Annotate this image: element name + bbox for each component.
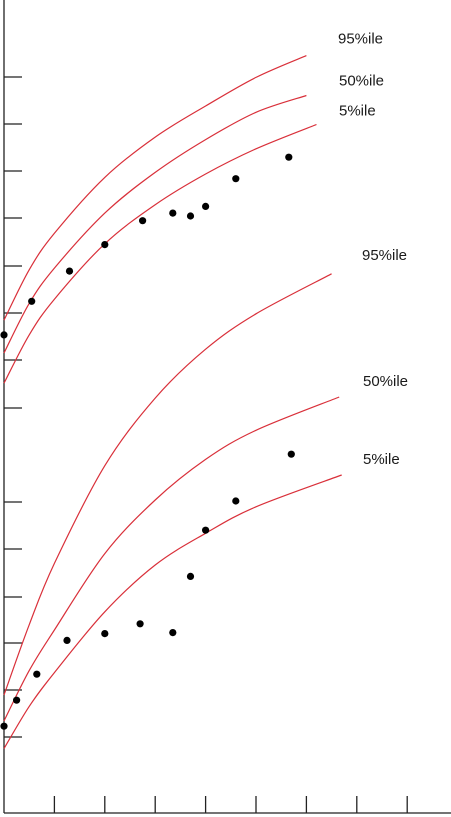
chart2-label-50pct: 50%ile — [363, 373, 408, 390]
axis-ticks — [4, 76, 408, 813]
chart1-data-point — [169, 209, 177, 217]
chart1-data-point — [202, 202, 210, 210]
chart2-data-point — [136, 620, 144, 628]
chart2-curve-5pct — [3, 474, 342, 749]
chart1-data-point — [28, 297, 36, 305]
percentile-curves — [3, 55, 342, 749]
chart2-data-point — [13, 696, 21, 704]
percentile-labels: 95%ile 50%ile 5%ile 95%ile 50%ile 5%ile — [338, 31, 408, 468]
chart2-data-point — [287, 450, 295, 458]
chart1-label-5pct: 5%ile — [339, 102, 376, 119]
chart2-data-point — [63, 636, 71, 645]
chart1-data-point — [139, 217, 147, 225]
chart2-label-5pct: 5%ile — [363, 451, 400, 468]
chart1-data-point — [101, 241, 109, 249]
chart1-data-point — [232, 175, 240, 183]
chart2-curve-95pct — [3, 273, 332, 696]
chart1-label-50pct: 50%ile — [339, 73, 384, 90]
chart2-data-point — [202, 526, 210, 534]
chart2-data-point — [232, 497, 240, 505]
chart2-data-point — [33, 670, 41, 678]
chart2-data-point — [169, 629, 177, 637]
chart2-label-95pct: 95%ile — [362, 247, 407, 264]
chart1-curve-95pct — [3, 55, 307, 321]
chart1-curve-5pct — [3, 123, 317, 384]
measurement-points — [0, 153, 295, 730]
chart1-data-point — [186, 212, 195, 220]
chart1-data-point — [0, 331, 8, 339]
chart1-data-point — [65, 267, 74, 275]
chart1-curve-50pct — [3, 94, 307, 354]
chart2-data-point — [186, 572, 195, 581]
chart2-data-point — [0, 722, 8, 730]
chart1-label-95pct: 95%ile — [338, 31, 383, 48]
chart1-data-point — [285, 153, 293, 161]
chart2-curve-50pct — [3, 396, 340, 722]
chart2-data-point — [101, 630, 109, 638]
